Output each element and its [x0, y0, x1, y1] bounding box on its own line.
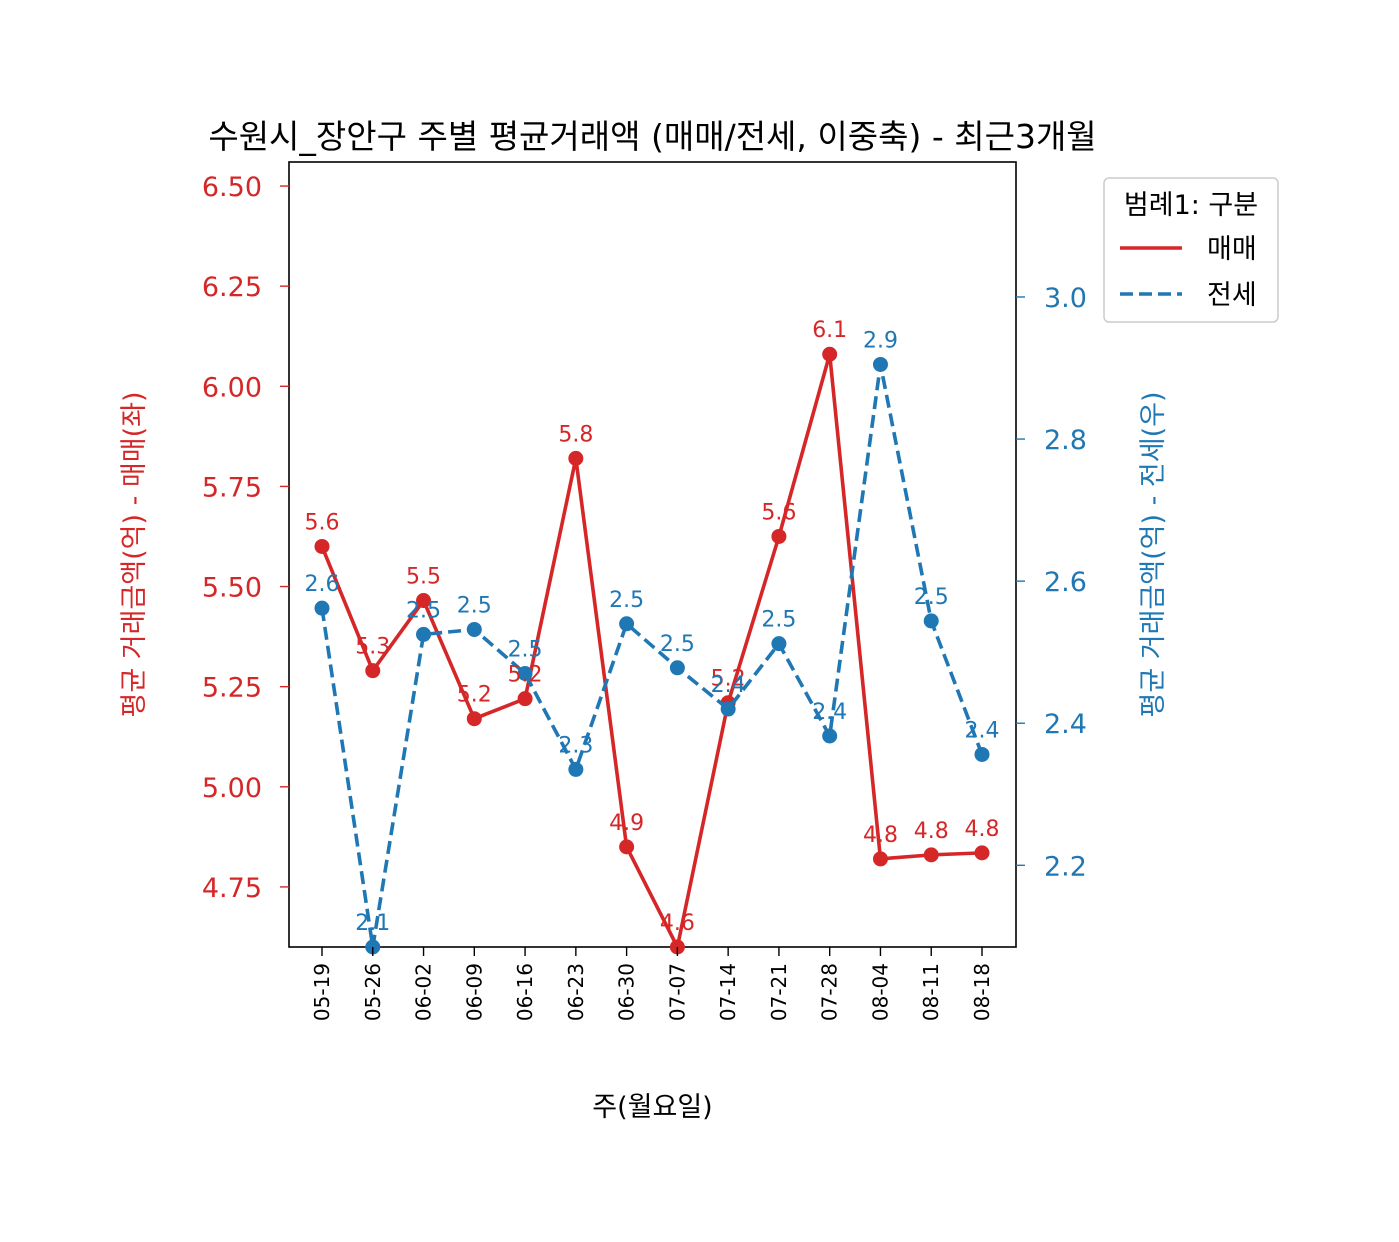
series-line-jeonse: [320, 362, 984, 949]
data-point-sale: [923, 847, 939, 863]
data-point-jeonse: [466, 621, 482, 637]
data-point-sale: [872, 851, 888, 867]
chart-title: 수원시_장안구 주별 평균거래액 (매매/전세, 이중축) - 최근3개월: [208, 117, 1096, 156]
x-tick-label: 06-09: [462, 963, 486, 1021]
right-y-tick-label: 2.4: [1044, 709, 1087, 740]
data-point-jeonse: [619, 616, 635, 632]
data-point-sale: [517, 691, 533, 707]
x-tick-label: 06-02: [412, 963, 436, 1021]
x-tick-label: 08-18: [970, 963, 994, 1021]
left-y-tick-label: 5.50: [202, 573, 262, 604]
data-label-jeonse: 2.5: [761, 608, 796, 633]
data-point-sale: [771, 528, 787, 544]
data-label-sale: 4.9: [609, 811, 644, 836]
series-line-sale: [320, 352, 983, 949]
data-label-jeonse: 2.9: [863, 328, 898, 353]
data-point-sale: [365, 663, 381, 679]
legend-box: [1103, 177, 1279, 323]
data-point-jeonse: [517, 665, 533, 681]
left-y-tick-label: 5.00: [202, 773, 262, 804]
x-tick-label: 06-23: [564, 963, 588, 1021]
x-tick-label: 08-04: [868, 963, 892, 1021]
data-point-sale: [619, 839, 635, 855]
data-label-jeonse: 2.5: [914, 585, 949, 610]
x-tick-label: 05-26: [361, 963, 385, 1021]
right-y-axis-label: 평균 거래금액(억) - 전세(우): [1138, 391, 1169, 717]
data-label-sale: 6.1: [812, 318, 847, 343]
data-point-jeonse: [822, 728, 838, 744]
left-y-tick-label: 6.50: [202, 172, 262, 203]
data-label-jeonse: 2.4: [711, 673, 746, 698]
right-y-tick-label: 2.6: [1044, 567, 1087, 598]
x-tick-label: 08-11: [919, 963, 943, 1021]
left-y-tick-label: 5.75: [202, 472, 262, 503]
data-point-jeonse: [568, 761, 584, 777]
legend-label-jeonse: 전세: [1207, 280, 1257, 311]
data-label-sale: 4.8: [914, 819, 949, 844]
data-label-sale: 5.3: [355, 635, 390, 660]
x-tick-label: 06-30: [615, 963, 639, 1021]
data-label-sale: 5.6: [761, 500, 796, 525]
data-point-sale: [568, 450, 584, 466]
legend-label-sale: 매매: [1207, 234, 1257, 265]
data-label-sale: 4.8: [965, 817, 1000, 842]
data-label-jeonse: 2.1: [355, 911, 390, 936]
data-label-sale: 5.2: [508, 663, 543, 688]
data-point-jeonse: [314, 600, 330, 616]
data-point-jeonse: [771, 636, 787, 652]
x-tick-label: 07-14: [716, 963, 740, 1021]
data-label-jeonse: 2.5: [508, 637, 543, 662]
data-point-sale: [974, 845, 990, 861]
data-point-sale: [466, 711, 482, 727]
data-label-sale: 5.6: [305, 510, 340, 535]
data-point-jeonse: [974, 746, 990, 762]
data-label-jeonse: 2.5: [406, 598, 441, 623]
legend-title: 범례1: 구분: [1124, 190, 1258, 221]
data-label-sale: 4.8: [863, 823, 898, 848]
data-point-jeonse: [416, 626, 432, 642]
data-label-sale: 5.8: [558, 422, 593, 447]
left-y-axis-label: 평균 거래금액(억) - 매매(좌): [119, 391, 150, 717]
data-point-jeonse: [872, 356, 888, 372]
left-y-tick-label: 5.25: [202, 673, 262, 704]
right-y-tick-label: 2.2: [1044, 851, 1087, 882]
right-y-tick-label: 3.0: [1044, 283, 1087, 314]
data-point-jeonse: [669, 660, 685, 676]
data-point-jeonse: [923, 613, 939, 629]
data-label-jeonse: 2.4: [965, 718, 1000, 743]
x-tick-label: 07-28: [818, 963, 842, 1021]
data-point-sale: [314, 538, 330, 554]
plot-frame: [288, 161, 1017, 948]
data-point-sale: [822, 346, 838, 362]
x-axis-label: 주(월요일): [592, 1092, 712, 1123]
data-point-jeonse: [720, 701, 736, 717]
x-tick-label: 07-21: [767, 963, 791, 1021]
data-label-sale: 5.2: [711, 667, 746, 692]
x-tick-label: 07-07: [665, 963, 689, 1021]
data-label-sale: 5.2: [457, 683, 492, 708]
left-y-tick-label: 6.25: [202, 272, 262, 303]
left-y-tick-label: 4.75: [202, 873, 262, 904]
left-y-tick-label: 6.00: [202, 372, 262, 403]
x-tick-label: 06-16: [513, 963, 537, 1021]
data-label-jeonse: 2.6: [305, 572, 340, 597]
right-y-tick-label: 2.8: [1044, 425, 1087, 456]
x-tick-label: 05-19: [310, 963, 334, 1021]
data-label-jeonse: 2.5: [457, 593, 492, 618]
data-label-jeonse: 2.5: [609, 588, 644, 613]
data-label-jeonse: 2.5: [660, 632, 695, 657]
data-label-jeonse: 2.3: [558, 733, 593, 758]
data-label-sale: 4.6: [660, 911, 695, 936]
data-point-sale: [416, 593, 432, 609]
data-label-sale: 5.5: [406, 565, 441, 590]
data-label-jeonse: 2.4: [812, 700, 847, 725]
